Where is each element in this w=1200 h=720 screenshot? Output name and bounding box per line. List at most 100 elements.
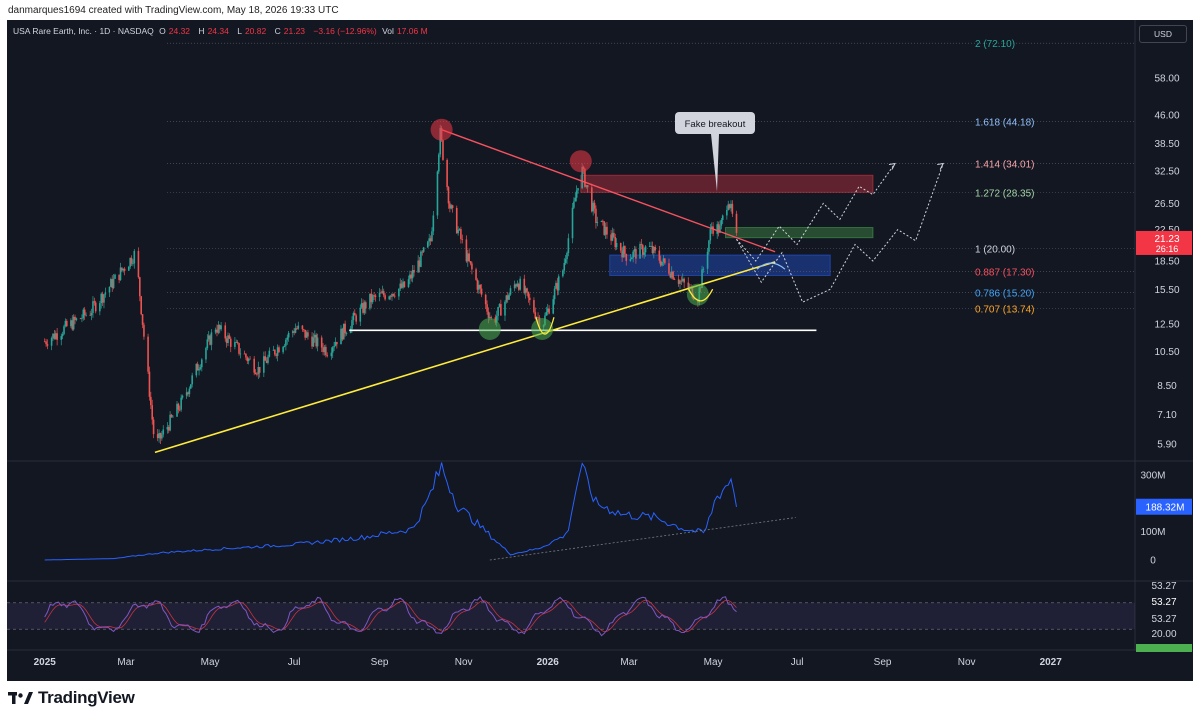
candle-body bbox=[730, 203, 732, 209]
candle-body bbox=[132, 263, 134, 265]
candle-body bbox=[639, 244, 641, 259]
candle-body bbox=[596, 221, 599, 223]
candle-body bbox=[246, 357, 249, 362]
candle-body bbox=[546, 308, 549, 312]
candle-body bbox=[216, 329, 218, 333]
candle-body bbox=[438, 154, 440, 172]
chart-canvas[interactable]: 2 (72.10) 1.618 (44.18) 1.414 (34.01) 1.272… bbox=[7, 20, 1193, 681]
price-tick-label: 18.50 bbox=[1154, 256, 1179, 267]
rsi-tick-label-bottom: 20.00 bbox=[1151, 629, 1176, 640]
candle-body bbox=[249, 358, 251, 360]
candle-body bbox=[595, 208, 597, 223]
projection-path-0 bbox=[736, 163, 944, 303]
candle-body bbox=[127, 266, 130, 271]
candle-body bbox=[64, 320, 67, 327]
candle-body bbox=[393, 295, 396, 297]
candle-body bbox=[60, 336, 63, 340]
candle-body bbox=[515, 284, 517, 287]
candle-body bbox=[351, 320, 353, 329]
candle-body bbox=[461, 238, 464, 240]
candle-body bbox=[119, 267, 122, 281]
candle-body bbox=[427, 241, 429, 248]
candle-body bbox=[625, 253, 628, 261]
candle-body bbox=[469, 261, 472, 264]
candle-body bbox=[325, 346, 327, 356]
candle-body bbox=[451, 205, 454, 208]
time-tick-label: 2026 bbox=[537, 657, 560, 668]
chart-frame[interactable]: 2 (72.10) 1.618 (44.18) 1.414 (34.01) 1.272… bbox=[7, 20, 1193, 681]
candle-body bbox=[162, 429, 165, 435]
currency-button[interactable]: USD bbox=[1139, 25, 1187, 43]
candle-body bbox=[585, 185, 588, 187]
candle-body bbox=[104, 292, 107, 295]
candle-body bbox=[604, 226, 607, 235]
candle-body bbox=[177, 403, 180, 410]
candle-body bbox=[701, 269, 703, 288]
candle-body bbox=[524, 288, 527, 294]
retest-arc bbox=[756, 262, 786, 270]
candle-body bbox=[564, 259, 567, 263]
candle-body bbox=[476, 279, 479, 290]
candle-body bbox=[517, 283, 520, 290]
candle-body bbox=[630, 257, 633, 260]
candle-body bbox=[654, 247, 656, 251]
candle-body bbox=[669, 273, 672, 278]
candle-body bbox=[622, 246, 625, 258]
candle-body bbox=[169, 414, 171, 431]
candle-body bbox=[217, 325, 220, 333]
vol-label: Vol bbox=[382, 26, 394, 36]
candle-body bbox=[137, 250, 140, 278]
price-tick-label: 46.00 bbox=[1154, 111, 1179, 122]
candle-body bbox=[118, 274, 120, 281]
fib-label-7: 0.707 (13.74) bbox=[975, 305, 1035, 316]
candle-body bbox=[93, 301, 96, 303]
time-tick-label: Mar bbox=[117, 657, 135, 668]
candle-body bbox=[410, 274, 413, 279]
pivot-marker-4 bbox=[686, 283, 709, 306]
candle-body bbox=[380, 292, 382, 294]
candle-body bbox=[304, 329, 306, 338]
candle-body bbox=[54, 333, 57, 339]
candle-body bbox=[272, 349, 275, 351]
candle-body bbox=[381, 291, 384, 294]
candle-body bbox=[100, 293, 103, 304]
candle-body bbox=[523, 278, 526, 294]
candle-body bbox=[526, 288, 528, 292]
candle-body bbox=[731, 203, 734, 214]
open-number: 24.32 bbox=[168, 26, 191, 36]
candle-body bbox=[650, 245, 652, 247]
candle-body bbox=[726, 209, 728, 216]
candle-body bbox=[274, 349, 276, 355]
candle-body bbox=[320, 337, 323, 348]
candle-body bbox=[143, 324, 145, 337]
candle-body bbox=[214, 329, 217, 333]
candle-body bbox=[353, 313, 356, 316]
candle-body bbox=[121, 267, 123, 271]
time-tick-label: May bbox=[201, 657, 220, 668]
candle-body bbox=[418, 260, 421, 267]
candle-body bbox=[727, 204, 730, 210]
fake-breakout-callout-box bbox=[675, 112, 755, 134]
candle-body bbox=[432, 215, 435, 232]
candle-body bbox=[314, 334, 316, 338]
candle-body bbox=[344, 323, 346, 334]
candle-body bbox=[716, 224, 719, 234]
time-tick-label: May bbox=[704, 657, 723, 668]
footer: TradingView bbox=[8, 687, 135, 709]
last-price-label: 21.23 bbox=[1154, 234, 1179, 245]
candle-body bbox=[687, 282, 690, 289]
price-tick-label: 7.10 bbox=[1157, 410, 1177, 421]
candle-body bbox=[457, 229, 459, 234]
close-label: C bbox=[274, 26, 281, 36]
candle-body bbox=[420, 251, 422, 267]
price-zone-1 bbox=[724, 227, 874, 239]
fib-label-5: 0.887 (17.30) bbox=[975, 268, 1035, 279]
candle-body bbox=[140, 296, 142, 315]
candle-body bbox=[150, 396, 152, 406]
candle-body bbox=[537, 317, 539, 319]
candle-body bbox=[447, 187, 450, 204]
time-tick-label: Jul bbox=[288, 657, 301, 668]
volume-line bbox=[44, 462, 737, 561]
candle-body bbox=[75, 318, 78, 320]
candle-body bbox=[402, 281, 404, 288]
